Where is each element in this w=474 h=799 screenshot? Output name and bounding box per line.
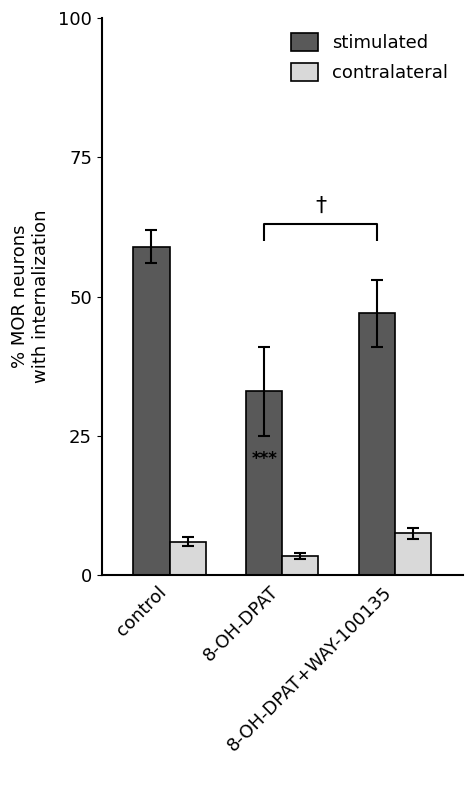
Bar [170,542,206,575]
Y-axis label: % MOR neurons
with internalization: % MOR neurons with internalization [11,210,50,384]
Text: †: † [315,196,326,216]
Bar [134,247,170,575]
Legend: stimulated, contralateral: stimulated, contralateral [285,27,454,88]
Bar [283,556,319,575]
Bar [395,534,431,575]
Bar [359,313,395,575]
Text: ***: *** [251,450,277,468]
Bar [246,392,283,575]
